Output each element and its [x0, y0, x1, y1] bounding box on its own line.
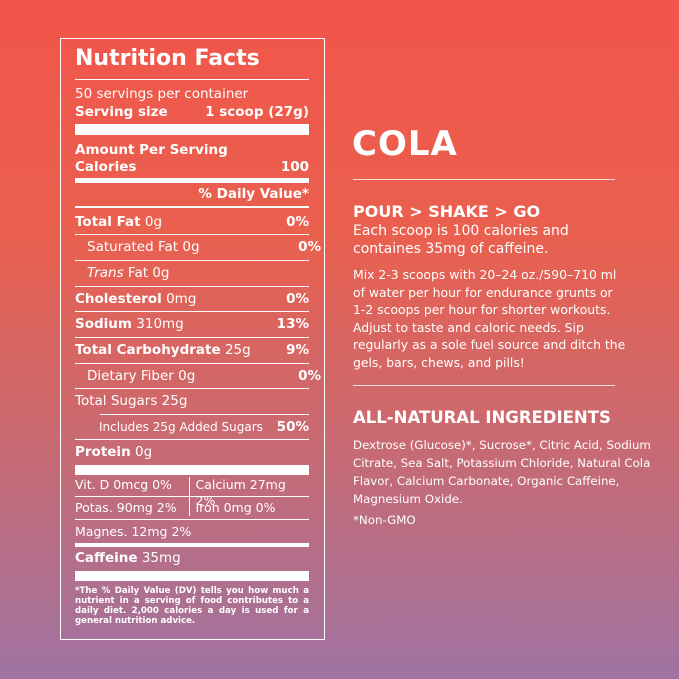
rule: [75, 388, 309, 389]
nutrient-dv: 0%: [286, 214, 309, 230]
nutrient-amount: 0g: [134, 444, 153, 460]
nutrient-label-italic: Trans: [87, 265, 124, 281]
tagline: POUR > SHAKE > GO: [353, 202, 541, 221]
amount-label: Amount Per Serving: [75, 142, 228, 158]
nutrient-row: Includes 25g Added Sugars 50%: [75, 419, 309, 435]
rule: [353, 179, 615, 180]
nutrient-row: Cholesterol 0mg 0%: [75, 291, 309, 307]
rule: [75, 363, 309, 364]
non-gmo: *Non-GMO: [353, 513, 416, 527]
serving-size-value: 1 scoop (27g): [205, 104, 309, 120]
rule: [75, 519, 309, 520]
micro-cell: Potas. 90mg 2%: [75, 500, 177, 515]
rule: [75, 496, 309, 497]
thick-rule: [75, 571, 309, 581]
caffeine-row: Caffeine 35mg: [75, 550, 309, 566]
nutrient-label: Protein: [75, 444, 131, 460]
nutrient-amount: 0g: [152, 265, 170, 281]
rule: [75, 79, 309, 80]
ingredients-title: ALL-NATURAL INGREDIENTS: [353, 408, 611, 427]
nutrient-amount: 0g: [144, 214, 163, 230]
nutrient-label: Total Carbohydrate: [75, 342, 221, 358]
calories-value: 100: [280, 159, 309, 175]
nutrient-amount: 0mg: [166, 291, 197, 307]
nutrient-amount: 25g: [161, 393, 188, 409]
serving-size-label: Serving size: [75, 104, 168, 120]
servings: 50 servings per container: [75, 86, 309, 102]
micro-row: Magnes. 12mg 2%: [75, 524, 309, 540]
summary: Each scoop is 100 calories and containes…: [353, 223, 569, 257]
rule: [353, 385, 615, 386]
micro-cell: Iron 0mg 0%: [188, 500, 310, 516]
nutrient-row: Total Fat 0g 0%: [75, 214, 309, 230]
ingredients: Dextrose (Glucose)*, Sucrose*, Citric Ac…: [353, 438, 651, 506]
rule: [100, 414, 309, 415]
calories: Calories 100: [75, 159, 309, 175]
rule: [75, 439, 309, 440]
nutrient-amount: 0g: [178, 368, 196, 384]
thick-rule: [75, 124, 309, 135]
nutrient-label: Sodium: [75, 316, 132, 332]
nutrient-dv: 0%: [286, 291, 309, 307]
micro-cell: Magnes. 12mg 2%: [75, 524, 192, 539]
rule: [75, 234, 309, 235]
nutrient-row: Dietary Fiber 0g 0%: [75, 368, 321, 384]
nutrient-label: Includes 25g Added Sugars: [99, 420, 263, 434]
nutrient-row: Total Carbohydrate 25g 9%: [75, 342, 309, 358]
nutrient-row: Protein 0g: [75, 444, 309, 460]
nutrient-label: Total Fat: [75, 214, 141, 230]
nutrient-amount: 310mg: [136, 316, 184, 332]
nutrient-row: Trans Fat 0g: [75, 265, 321, 281]
servings-text: 50 servings per container: [75, 86, 249, 102]
nutrient-label: Dietary Fiber: [87, 368, 174, 384]
nutrient-dv: 50%: [276, 419, 309, 435]
nutrient-label: Cholesterol: [75, 291, 162, 307]
nutrient-dv: 13%: [276, 316, 309, 332]
nutrient-row: Saturated Fat 0g 0%: [75, 239, 321, 255]
nutrient-amount: 0g: [182, 239, 200, 255]
caffeine-value: 35mg: [141, 550, 181, 566]
rule: [75, 337, 309, 338]
nutrient-dv: 9%: [286, 342, 309, 358]
rule: [75, 206, 309, 208]
rule: [75, 311, 309, 312]
serving-size: Serving size 1 scoop (27g): [75, 104, 309, 120]
micro-row: Potas. 90mg 2% Iron 0mg 0%: [75, 500, 309, 516]
nutrient-row: Sodium 310mg 13%: [75, 316, 309, 332]
thick-rule: [75, 465, 309, 475]
amount-per-serving: Amount Per Serving: [75, 142, 309, 158]
micro-cell: Vit. D 0mcg 0%: [75, 477, 172, 492]
nutrient-label: Total Sugars: [75, 393, 158, 409]
product-name: COLA: [352, 124, 458, 164]
calories-label: Calories: [75, 159, 137, 175]
nutrient-dv: 0%: [298, 239, 321, 255]
nutrition-title: Nutrition Facts: [75, 46, 260, 71]
nutrition-box: [60, 38, 325, 640]
medium-rule: [75, 543, 309, 547]
nutrient-label: Saturated Fat: [87, 239, 179, 255]
dv-header: % Daily Value*: [75, 186, 309, 202]
rule: [75, 260, 309, 261]
nutrient-amount: 25g: [224, 342, 251, 358]
rule: [75, 286, 309, 287]
directions: Mix 2-3 scoops with 20–24 oz./590–710 ml…: [353, 267, 626, 370]
nutrient-dv: 0%: [298, 368, 321, 384]
caffeine-label: Caffeine: [75, 550, 138, 566]
nutrient-label: Fat: [127, 265, 149, 281]
nutrient-row: Total Sugars 25g: [75, 393, 309, 409]
dv-header-text: % Daily Value*: [198, 186, 309, 202]
medium-rule: [75, 178, 309, 183]
footnote: *The % Daily Value (DV) tells you how mu…: [75, 586, 309, 626]
